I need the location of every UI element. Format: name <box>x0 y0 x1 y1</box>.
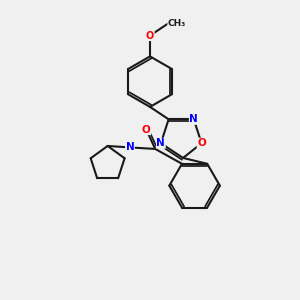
Text: O: O <box>146 31 154 40</box>
Text: O: O <box>142 124 151 135</box>
Text: N: N <box>189 114 198 124</box>
Text: CH₃: CH₃ <box>168 19 186 28</box>
Text: O: O <box>197 138 206 148</box>
Text: N: N <box>157 138 165 148</box>
Text: N: N <box>126 142 134 152</box>
